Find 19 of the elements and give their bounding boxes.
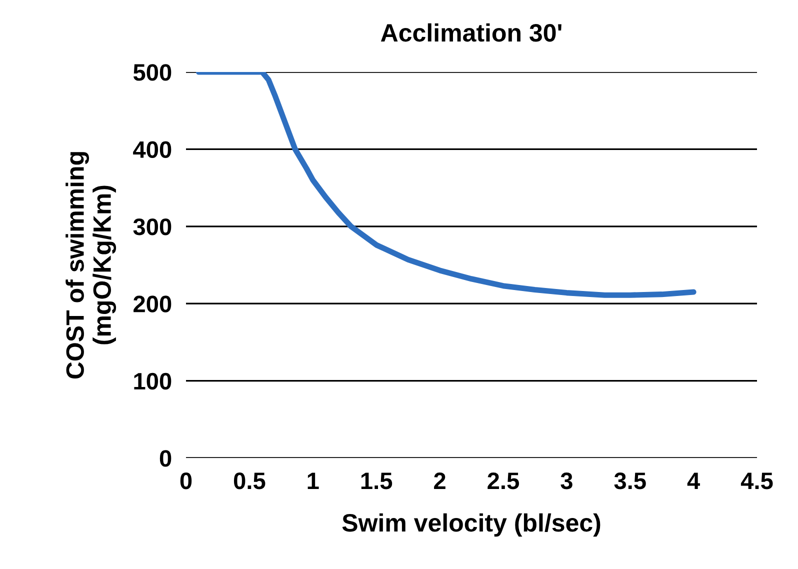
y-axis-title: COST of swimming (mgO/Kg/Km) — [66, 152, 116, 379]
y-tick-label: 200 — [134, 296, 172, 312]
x-tick-label: 1 — [308, 472, 319, 489]
x-tick-label: 2 — [434, 472, 446, 489]
x-tick-label: 3 — [560, 472, 572, 490]
x-tick-label: 0.5 — [234, 472, 266, 490]
x-tick-label: 4 — [687, 472, 700, 489]
y-tick-label: 300 — [133, 218, 172, 236]
x-axis-title: Swim velocity (bl/sec) — [342, 513, 600, 537]
x-tick-label: 4.5 — [740, 472, 773, 490]
y-tick-label: 0 — [160, 450, 172, 467]
chart-title: Acclimation 30' — [380, 23, 562, 42]
y-tick-label: 100 — [134, 372, 172, 390]
y-tick-label: 500 — [133, 64, 172, 81]
x-tick-label: 1.5 — [361, 472, 392, 490]
y-tick-label: 400 — [133, 141, 172, 158]
x-tick-label: 3.5 — [614, 472, 646, 490]
x-tick-label: 2.5 — [488, 472, 519, 490]
x-tick-label: 0 — [180, 472, 192, 490]
